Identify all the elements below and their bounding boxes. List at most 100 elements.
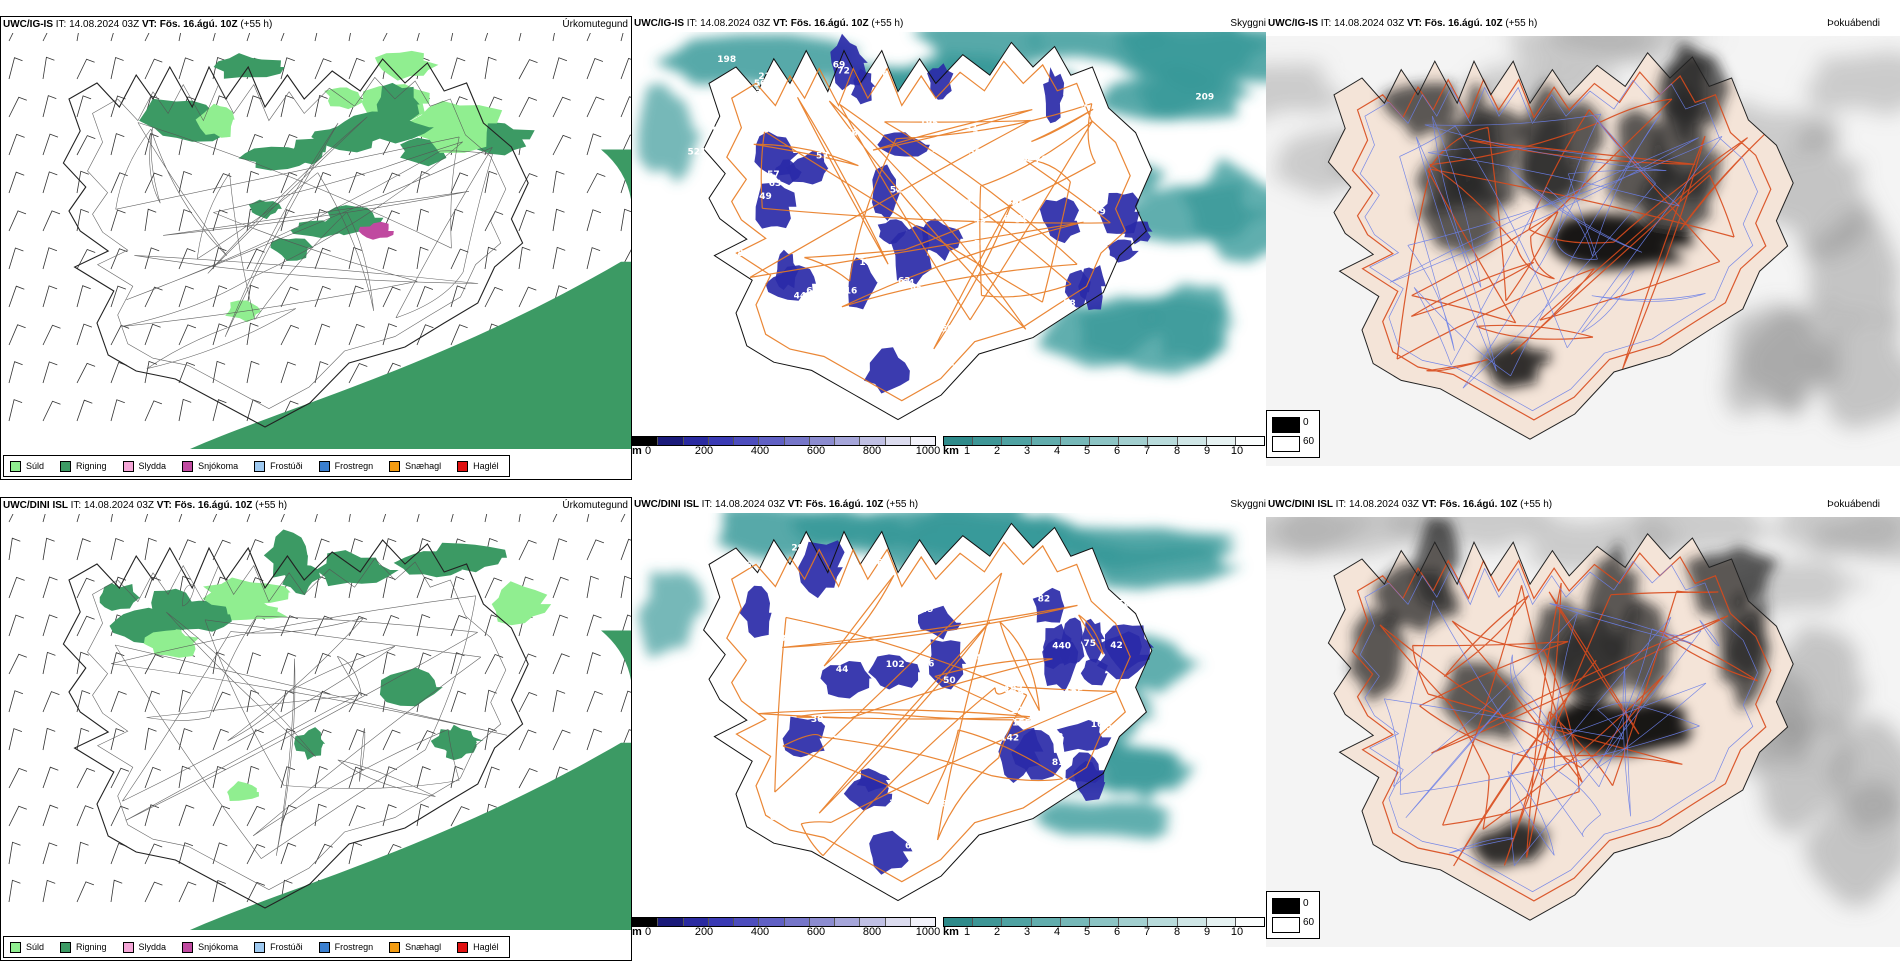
it-label: IT: [1336,499,1349,510]
visibility-title: Skyggni [1230,16,1266,32]
wind-barb [77,616,95,636]
wind-barb [587,59,603,80]
model-name: UWC/DINI ISL [1268,499,1336,510]
visibility-title: Skyggni [1230,497,1266,513]
colorbar-cell [944,437,973,445]
ceiling-label: 57 [802,614,815,624]
wind-barb [111,539,124,561]
precip-legend-item: Snjókoma [182,942,238,953]
visibility-unit: km [943,926,959,938]
colorbar-tick: 1000 [916,926,940,938]
ceiling-label: 130 [824,350,843,360]
wind-barb [485,514,498,522]
wind-barb [9,58,23,79]
wind-barb [587,33,604,41]
fog-map [1266,517,1900,947]
ceiling-label: 63 [898,276,911,286]
ceiling-label: 142 [1000,734,1019,744]
wind-barb [145,59,162,79]
wind-barb [485,767,500,788]
colorbar-tick: 0 [645,926,651,938]
ceiling-label: 45 [1012,185,1025,195]
wind-barb [349,843,362,865]
precip-title: Úrkomutegund [562,498,628,514]
colorbar-cell [1061,918,1090,926]
fog-legend: 0 60 [1266,410,1320,458]
wind-barb [77,33,89,41]
legend-label: Snjókoma [198,461,238,471]
wind-barb [179,399,191,421]
legend-swatch [457,461,468,472]
forecast-row: UWC/IG-IS IT: 14.08.2024 03Z VT: Fös. 16… [0,16,1900,480]
colorbar-cell [1119,918,1148,926]
fog-legend-label-0: 0 [1303,898,1309,909]
colorbar-cell [911,437,935,445]
wind-barb [247,33,262,41]
wind-barb [485,247,496,269]
ceiling-label: 46 [845,128,858,138]
ceiling-label: 53 [749,88,762,98]
ceiling-label: 155 [1012,719,1031,729]
colorbar-cell [1207,918,1236,926]
wind-barb [43,652,55,674]
precip-legend-item: Frostregn [319,942,374,953]
ceiling-label: 57 [988,129,1001,139]
legend-swatch [457,942,468,953]
wind-barb [9,211,26,231]
ceiling-label: 63 [905,842,918,852]
colorbar-tick: 800 [863,926,881,938]
vt-value: Fös. 16.ágú. 10Z [160,19,241,30]
wind-barb [553,615,568,636]
wind-barb [9,33,27,41]
wind-barb [247,249,265,269]
ceiling-label: 41 [753,674,766,684]
precip-legend-item: Slydda [123,461,167,472]
wind-barb [111,33,125,41]
wind-barb [553,209,565,231]
low-visibility-field [638,571,706,658]
colorbar-cell [1090,437,1119,445]
ceiling-label: 195 [920,119,939,129]
wind-barb [281,514,298,522]
colorbar-cell [860,918,885,926]
ceiling-label: 33 [1115,176,1128,186]
ceiling-label: 16 [1091,720,1104,730]
wind-barb [587,729,602,750]
ceiling-label: 62 [912,816,925,826]
legend-swatch [123,461,134,472]
colorbar-cell [759,437,784,445]
precip-legend-item: Haglél [457,942,499,953]
wind-barb [587,615,602,636]
colorbar-cell [835,437,860,445]
legend-swatch [60,461,71,472]
ceiling-label: 82 [1038,594,1051,604]
low-visibility-field [638,84,702,184]
colorbar-tick: 1 [964,926,970,938]
fog-legend-white-swatch [1272,436,1300,452]
wind-barb [77,286,91,307]
wind-barb [553,97,571,117]
wind-barb [111,400,125,421]
wind-barb [9,172,24,193]
visibility-map: 1731982095211651625002141704933505753445… [632,32,1266,432]
precip-legend-item: Rigning [60,942,107,953]
legend-label: Snæhagl [405,942,441,952]
wind-barb [621,691,631,712]
wind-barb [77,806,93,826]
wind-barb [519,33,532,41]
wind-barb [145,514,160,522]
wind-barb [77,324,92,345]
wind-barb [9,400,22,421]
wind-barb [247,323,258,345]
colorbar-cell [860,437,885,445]
colorbar-tick: 6 [1114,445,1120,457]
wind-barb [417,247,428,269]
vt-label: VT: [142,19,160,30]
legend-swatch [319,461,330,472]
wind-barb [383,576,395,598]
colorbar-tick: 600 [807,445,825,457]
it-label: IT: [71,500,84,511]
ceiling-label: 50 [941,324,954,334]
wind-barb [587,134,601,155]
